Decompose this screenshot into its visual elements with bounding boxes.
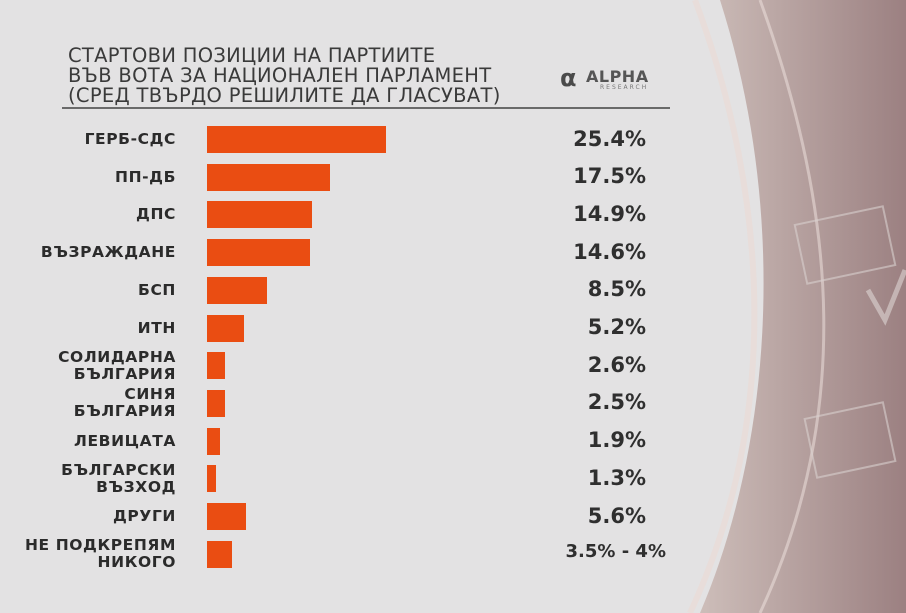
category-label: ДПС: [136, 206, 176, 223]
category-label: СИНЯ БЪЛГАРИЯ: [74, 386, 176, 420]
category-label-line: ВЪЗХОД: [96, 477, 176, 496]
value-label: 5.2%: [587, 315, 646, 339]
category-label-line: НИКОГО: [97, 553, 176, 572]
category-label-line: ИТН: [137, 318, 176, 337]
category-label: БЪЛГАРСКИ ВЪЗХОД: [61, 460, 176, 496]
bar: [207, 465, 217, 493]
category-label-line: ГЕРБ-СДС: [84, 130, 176, 148]
category-label: ПП-ДБ: [115, 167, 176, 186]
category-label-line: НЕ ПОДКРЕПЯМ: [24, 536, 176, 555]
category-label-line: ВЪЗРАЖДАНЕ: [40, 243, 176, 262]
bar: [207, 163, 331, 191]
bar: [207, 201, 312, 229]
category-label-line: ЛЕВИЦАТА: [74, 431, 176, 450]
category-label: СОЛИДАРНА БЪЛГАРИЯ: [58, 347, 176, 383]
bar: [207, 314, 244, 342]
category-label-line: ДПС: [136, 205, 176, 224]
chart-title-line-1: СТАРТОВИ ПОЗИЦИИ НА ПАРТИИТЕ: [68, 44, 436, 67]
bar: [207, 503, 247, 530]
category-label-line: ДРУГИ: [113, 507, 176, 525]
value-label: 25.4%: [573, 126, 646, 151]
category-label-line: БЪЛГАРИЯ: [73, 364, 176, 383]
alpha-research-logo: α ALPHA RESEARCH: [560, 64, 670, 94]
value-label: 1.3%: [587, 465, 646, 490]
category-label: ГЕРБ-СДС: [85, 131, 176, 148]
bar: [207, 276, 267, 304]
value-label: 2.6%: [587, 352, 646, 377]
category-label-line: СОЛИДАРНА: [58, 347, 176, 366]
category-label: НЕ ПОДКРЕПЯМ НИКОГО: [25, 537, 176, 571]
chart-title-line-3: (СРЕД ТВЪРДО РЕШИЛИТЕ ДА ГЛАСУВАТ): [68, 84, 501, 107]
value-label: 2.5%: [587, 390, 646, 415]
category-label-line: СИНЯ: [124, 385, 176, 404]
category-label-line: БЪЛГАРИЯ: [73, 402, 176, 421]
category-label-line: БЪЛГАРСКИ: [61, 460, 176, 479]
value-label: 1.9%: [587, 428, 646, 453]
chart-title-line-2: ВЪВ ВОТА ЗА НАЦИОНАЛЕН ПАРЛАМЕНТ: [68, 64, 492, 87]
value-label: 14.9%: [573, 201, 646, 226]
bar: [207, 427, 221, 455]
title-underline: [62, 107, 670, 109]
bar: [207, 540, 232, 568]
logo-name: ALPHA: [586, 67, 649, 86]
category-label: ИТН: [137, 318, 176, 337]
value-label: 8.5%: [587, 277, 646, 302]
value-label: 3.5% - 4%: [565, 541, 667, 563]
category-label: ДРУГИ: [113, 508, 176, 525]
logo-subtitle: RESEARCH: [600, 84, 649, 91]
category-label: ВЪЗРАЖДАНЕ: [41, 244, 176, 261]
bar: [207, 126, 386, 153]
category-label: ЛЕВИЦАТА: [74, 431, 176, 450]
value-label: 14.6%: [573, 239, 646, 264]
category-label-line: ПП-ДБ: [115, 167, 176, 186]
value-label: 5.6%: [587, 503, 646, 528]
category-label: БСП: [138, 280, 176, 299]
category-label-line: БСП: [138, 280, 176, 299]
bar: [207, 352, 226, 380]
bar: [207, 389, 225, 417]
alpha-logo-icon: α: [560, 64, 577, 92]
bar: [207, 239, 310, 267]
value-label: 17.5%: [573, 164, 646, 189]
